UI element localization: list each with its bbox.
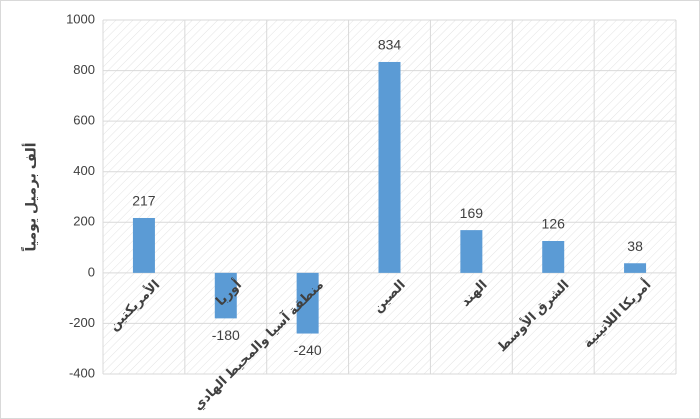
data-label: 834	[378, 37, 402, 53]
bar	[542, 240, 565, 273]
data-label: 126	[542, 216, 566, 232]
y-tick-label: 1000	[66, 11, 95, 26]
y-tick-label: -200	[69, 315, 95, 330]
data-label: -180	[212, 327, 240, 343]
y-tick-label: 400	[73, 163, 95, 178]
y-tick-label: 200	[73, 214, 95, 229]
bar	[460, 230, 483, 273]
y-tick-label: 800	[73, 62, 95, 77]
y-tick-label: 0	[88, 264, 95, 279]
y-axis-title: ألف برميل يومياً	[21, 142, 40, 251]
data-label: 38	[627, 238, 643, 254]
data-label: 169	[460, 205, 484, 221]
bar	[214, 272, 237, 319]
y-tick-label: 600	[73, 113, 95, 128]
data-label: -240	[294, 342, 322, 358]
bar	[296, 272, 319, 334]
bar	[624, 263, 647, 273]
bar	[132, 217, 155, 273]
bar	[378, 61, 401, 273]
y-tick-label: -400	[69, 365, 95, 380]
data-label: 217	[132, 193, 156, 209]
